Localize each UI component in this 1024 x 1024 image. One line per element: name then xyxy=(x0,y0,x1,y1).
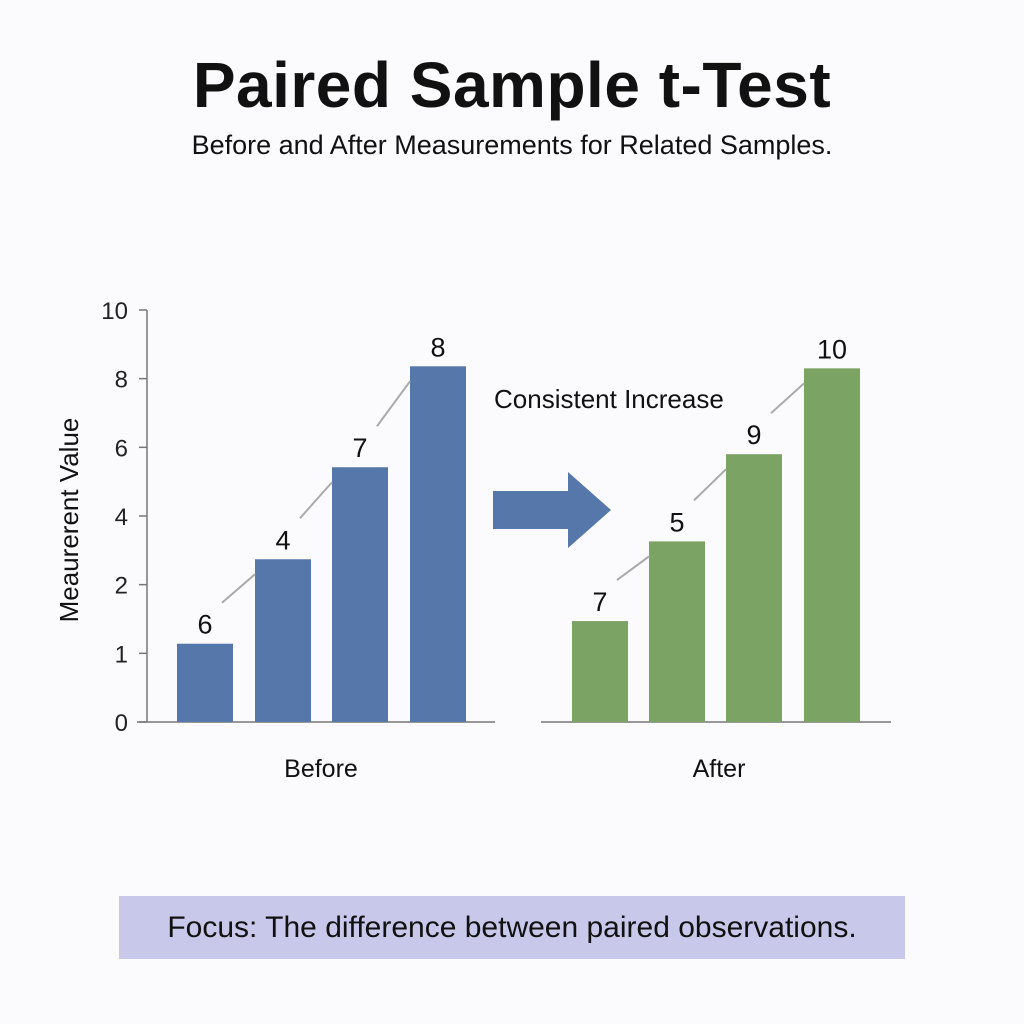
chart-title: Paired Sample t-Test xyxy=(192,49,832,121)
data-label: 9 xyxy=(746,420,761,450)
connector-line xyxy=(376,380,411,427)
bar-before-2 xyxy=(255,559,311,722)
bar-after-1 xyxy=(572,621,628,722)
chart-subtitle: Before and After Measurements for Relate… xyxy=(191,130,833,160)
data-label: 4 xyxy=(275,525,290,555)
group-label-after: After xyxy=(693,755,746,783)
bar-after-2 xyxy=(649,541,705,722)
connector-line xyxy=(221,573,256,604)
bar-before-3 xyxy=(332,467,388,722)
bar-before-1 xyxy=(177,643,233,722)
bar-after-4 xyxy=(804,368,860,722)
y-tick-label: 6 xyxy=(115,435,128,462)
connector-line xyxy=(616,555,650,581)
data-label: 7 xyxy=(352,433,367,463)
arrow-right-icon xyxy=(493,472,611,548)
y-axis-label: Meaurerent Value xyxy=(54,418,84,623)
data-label: 7 xyxy=(592,587,607,617)
group-label-before: Before xyxy=(284,755,358,783)
y-tick-label: 2 xyxy=(115,573,128,600)
y-tick-label: 4 xyxy=(115,504,128,531)
data-label: 8 xyxy=(430,332,445,362)
connector-line xyxy=(299,481,333,519)
y-tick-label: 1 xyxy=(115,641,128,668)
data-label: 6 xyxy=(197,610,212,640)
y-tick-label: 0 xyxy=(115,710,128,737)
focus-note: Focus: The difference between paired obs… xyxy=(119,896,905,959)
data-label: 5 xyxy=(669,507,684,537)
connector-line xyxy=(770,382,805,414)
data-label: 10 xyxy=(817,334,847,364)
bar-after-3 xyxy=(726,454,782,722)
annotation-consistent-increase: Consistent Increase xyxy=(494,384,724,414)
connector-line xyxy=(693,468,727,502)
y-tick-label: 8 xyxy=(115,367,128,394)
bar-before-4 xyxy=(410,366,466,722)
y-tick-label: 10 xyxy=(101,298,128,325)
focus-note-text: Focus: The difference between paired obs… xyxy=(167,910,857,944)
